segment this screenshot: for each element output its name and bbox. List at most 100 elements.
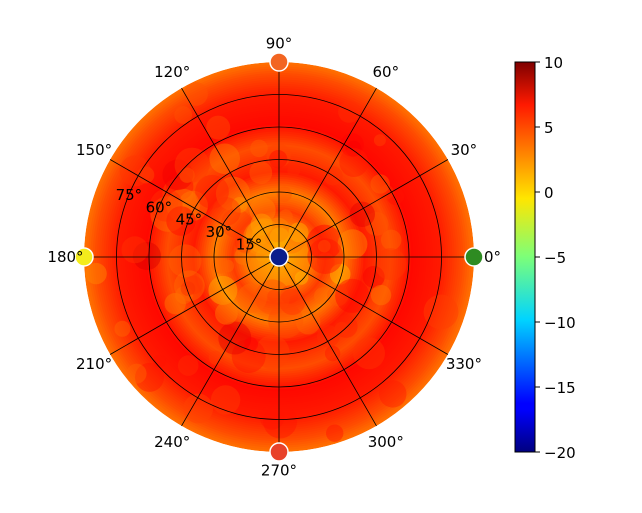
heatmap-patch [326, 424, 344, 442]
heatmap-patch [337, 229, 368, 260]
heatmap-patch [132, 241, 161, 271]
heatmap-patch [345, 140, 362, 157]
heatmap-patch [184, 275, 203, 295]
radial-tick-labels: 15°30°45°60°75° [116, 186, 263, 254]
heatmap-patch [380, 229, 402, 251]
heatmap-patch [423, 294, 459, 330]
heatmap-patch [210, 385, 241, 415]
angle-tick-label: 60° [373, 63, 400, 81]
colorbar-tick-label: −10 [544, 314, 576, 332]
heatmap-patch [166, 206, 196, 236]
heatmap-patch [243, 219, 279, 256]
heatmap-patch [362, 265, 385, 288]
heatmap-patch [206, 115, 231, 140]
heatmap-patch [121, 236, 149, 264]
heatmap-patch [294, 271, 309, 285]
heatmap-patch [255, 335, 290, 370]
heatmap-patch [364, 212, 389, 236]
colorbar: 10 5 0 −5 −10 −15 −20 [514, 54, 576, 462]
heatmap-patch [251, 225, 272, 245]
radial-tick-label: 30° [206, 223, 233, 241]
heatmap-patch [386, 187, 405, 205]
heatmap-patch [211, 256, 229, 274]
heatmap-patch [265, 217, 291, 243]
edge-marker [269, 52, 289, 72]
edge-marker [74, 247, 94, 267]
heatmap-patch [318, 239, 331, 253]
angular-gridline [109, 256, 280, 355]
heatmap-patch [255, 249, 268, 262]
angle-tick-labels: 0° 30° 60° 90° 120° 150° 180° 210° 240° 270° 300° 3… [47, 35, 501, 480]
heatmap-patch [249, 161, 273, 185]
angle-tick-label: 210° [76, 355, 112, 373]
heatmap-patch [307, 238, 344, 274]
heatmap-patch [349, 201, 375, 227]
radial-tick-label: 60° [146, 198, 173, 216]
heatmap-patch [264, 231, 279, 245]
heatmap-patch [234, 235, 252, 253]
heatmap-patch [250, 139, 268, 158]
heatmap-patch [373, 134, 386, 147]
angle-tick-label: 240° [154, 433, 190, 451]
heatmap-patch [209, 143, 240, 175]
heatmap-patch [353, 337, 385, 370]
heatmap-patch [338, 100, 361, 123]
radial-tick-label: 45° [176, 211, 203, 229]
colorbar-tick-label: 0 [544, 184, 554, 202]
heatmap-patch [184, 82, 208, 106]
heatmap-patch [215, 176, 251, 211]
heatmap-patch [306, 224, 343, 260]
heatmap-patch [174, 106, 193, 124]
radial-tick-label: 75° [116, 186, 143, 204]
heatmap-patch [165, 172, 194, 201]
heatmap-patch [339, 148, 369, 177]
heatmap-patch [135, 362, 164, 392]
heatmap-patch [287, 164, 301, 178]
angular-gridline [278, 256, 449, 355]
colorbar-tick-label: 5 [544, 119, 554, 137]
angular-gridline [181, 256, 280, 427]
heatmap-patch [269, 150, 288, 169]
heatmap-patch [259, 405, 285, 430]
heatmap-patch [288, 222, 309, 243]
angle-tick-label: 30° [451, 141, 478, 159]
heatmap-patch [269, 227, 290, 248]
heatmap-patch [175, 286, 193, 304]
heatmap-patch [243, 229, 271, 258]
heatmap-patch [180, 281, 196, 297]
polar-grid [84, 62, 474, 452]
heatmap-patch [267, 289, 281, 303]
heatmap-patch [195, 174, 229, 209]
heatmap-patch [280, 285, 299, 304]
heatmap-patch [279, 288, 306, 315]
angular-gridline [278, 256, 377, 427]
heatmap-patch [114, 320, 131, 337]
angular-gridline [181, 87, 280, 258]
heatmap-patch [212, 197, 241, 226]
angular-gridline [278, 159, 449, 258]
heatmap-patch [150, 196, 187, 232]
heatmap-patch [177, 355, 199, 376]
edge-marker [464, 247, 484, 267]
heatmap-patch [168, 244, 202, 278]
heatmap-patch [334, 321, 349, 336]
angle-tick-label: 300° [368, 433, 404, 451]
heatmap-patch [183, 393, 214, 424]
heatmap-patch [317, 325, 340, 348]
angular-gridline [109, 159, 280, 258]
heatmap-texture [85, 82, 459, 442]
heatmap-patch [244, 337, 259, 352]
heatmap-patch [238, 240, 253, 254]
heatmap-patch [221, 259, 235, 273]
heatmap-patch [208, 350, 223, 365]
angle-tick-label: 0° [484, 248, 501, 266]
heatmap-patch [218, 321, 252, 355]
edge-marker [269, 247, 289, 267]
heatmap-patch [174, 147, 210, 183]
heatmap-patch [215, 302, 238, 325]
radial-tick-label: 15° [236, 236, 263, 254]
colorbar-tick-label: −20 [544, 444, 576, 462]
heatmap-patch [278, 209, 293, 224]
heatmap-patch [276, 224, 306, 254]
heatmap-patch [174, 270, 205, 302]
